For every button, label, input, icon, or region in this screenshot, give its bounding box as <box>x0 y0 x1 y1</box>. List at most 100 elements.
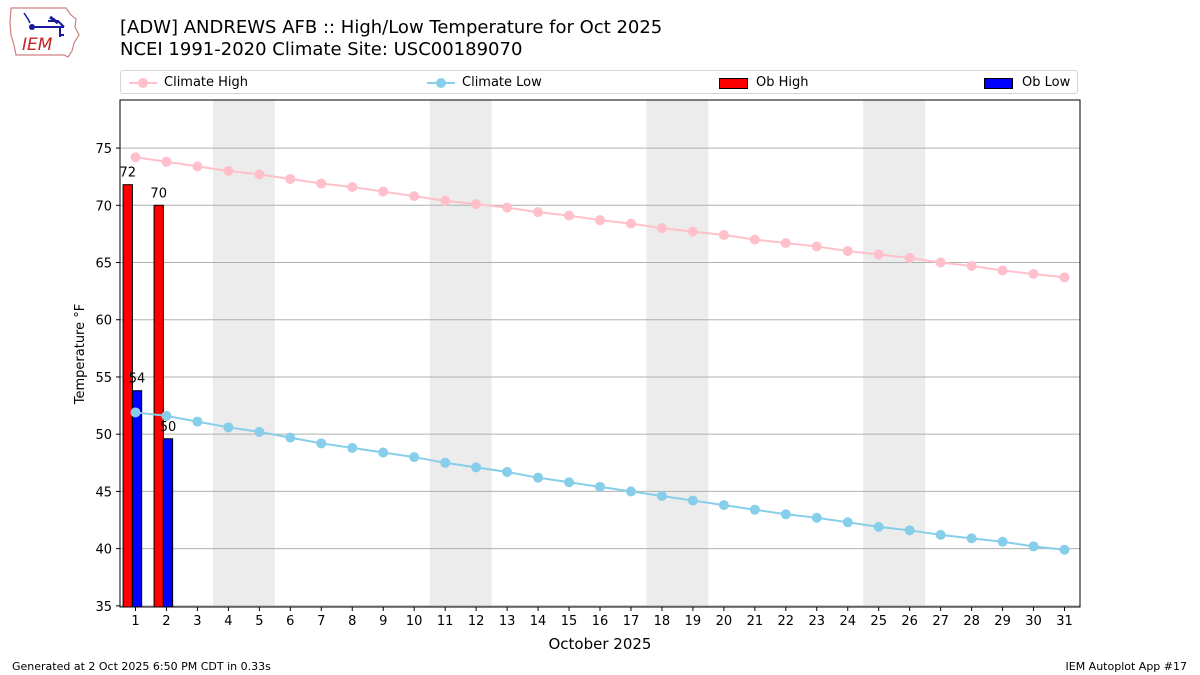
legend-label: Climate Low <box>462 75 542 90</box>
x-tick-label: 22 <box>778 614 795 629</box>
climate-low-point <box>1059 544 1070 555</box>
x-tick-label: 21 <box>747 614 764 629</box>
chart-title: [ADW] ANDREWS AFB :: High/Low Temperatur… <box>120 17 662 61</box>
climate-high-point <box>223 165 234 176</box>
x-tick-label: 8 <box>348 614 356 629</box>
climate-low-point <box>223 422 234 433</box>
app-credit: IEM Autoplot App #17 <box>1065 660 1188 673</box>
climate-high-point <box>130 152 141 163</box>
climate-high-point <box>409 191 420 202</box>
legend-label: Ob Low <box>1022 75 1071 90</box>
y-tick-label: 50 <box>95 428 112 443</box>
ob-low-label: 50 <box>160 420 177 435</box>
climate-high-point <box>1028 268 1039 279</box>
x-tick-label: 16 <box>592 614 609 629</box>
climate-low-point <box>347 442 358 453</box>
x-tick-label: 5 <box>255 614 263 629</box>
x-tick-label: 11 <box>437 614 454 629</box>
climate-high-point <box>935 257 946 268</box>
ob-low-patch-icon <box>984 78 1013 89</box>
weekend-shade <box>429 100 492 607</box>
climate-low-point <box>161 410 172 421</box>
y-tick-label: 55 <box>95 371 112 386</box>
x-axis-label: October 2025 <box>549 635 652 653</box>
climate-high-point <box>502 202 513 213</box>
climate-high-point <box>749 234 760 245</box>
x-tick-label: 25 <box>870 614 887 629</box>
y-tick-label: 65 <box>95 257 112 272</box>
x-tick-label: 3 <box>193 614 201 629</box>
climate-low-point <box>595 481 605 492</box>
legend-label: Ob High <box>756 75 809 90</box>
y-tick-label: 60 <box>95 314 112 329</box>
climate-high-point <box>842 246 853 257</box>
climate-low-point <box>130 407 141 418</box>
climate-low-point <box>687 495 698 506</box>
x-tick-label: 26 <box>901 614 918 629</box>
climate-low-point <box>192 416 203 427</box>
climate-high-point <box>904 252 915 263</box>
x-tick-label: 7 <box>317 614 325 629</box>
climate-high-point <box>378 186 389 197</box>
ob-low-label: 54 <box>129 372 146 387</box>
climate-low-point <box>409 452 420 463</box>
ob-low-bar <box>131 390 143 608</box>
climate-low-point <box>1028 541 1039 552</box>
climate-high-point <box>471 199 482 210</box>
x-tick-label: 17 <box>623 614 640 629</box>
y-tick-label: 35 <box>95 600 112 615</box>
climate-high-point <box>1059 272 1070 283</box>
climate-low-point <box>285 432 296 443</box>
ob-high-bar <box>153 204 164 608</box>
climate-low-point <box>625 486 636 497</box>
x-tick-label: 10 <box>406 614 423 629</box>
x-tick-label: 6 <box>286 614 294 629</box>
climate-high-point <box>316 178 327 189</box>
x-tick-label: 27 <box>932 614 949 629</box>
ob-low-bar <box>162 438 174 608</box>
climate-low-point <box>254 426 265 437</box>
legend: Climate High Climate Low Ob High Ob Low <box>120 70 1078 94</box>
y-tick-label: 40 <box>95 543 112 558</box>
legend-label: Climate High <box>164 75 249 90</box>
climate-high-point <box>625 218 636 229</box>
x-tick-label: 19 <box>685 614 702 629</box>
y-tick-label: 45 <box>95 485 112 500</box>
x-tick-label: 18 <box>654 614 671 629</box>
weekend-shade <box>212 100 275 607</box>
climate-high-point <box>192 161 203 172</box>
climate-high-point <box>780 238 791 249</box>
x-tick-label: 29 <box>994 614 1011 629</box>
climate-low-point <box>780 509 791 520</box>
iowa-map-icon: IEM <box>9 7 80 58</box>
x-tick-label: 31 <box>1056 614 1073 629</box>
climate-high-point <box>687 226 698 237</box>
iem-logo: IEM <box>8 5 82 59</box>
climate-low-point <box>997 536 1008 547</box>
climate-low-point <box>471 462 482 473</box>
ob-high-label: 70 <box>150 186 167 201</box>
generated-timestamp: Generated at 2 Oct 2025 6:50 PM CDT in 0… <box>12 660 271 673</box>
climate-low-point <box>811 512 822 523</box>
weekend-shade <box>863 100 926 607</box>
climate-low-point <box>904 525 915 536</box>
climate-low-point <box>533 472 544 483</box>
ob-high-patch-icon <box>719 78 748 89</box>
y-tick-label: 70 <box>95 199 112 214</box>
climate-low-point <box>656 490 667 501</box>
x-tick-label: 14 <box>530 614 547 629</box>
x-tick-label: 23 <box>809 614 826 629</box>
climate-low-point <box>378 447 389 458</box>
weekend-shade <box>646 100 709 607</box>
climate-low-marker-icon <box>436 78 446 88</box>
climate-high-marker-icon <box>138 78 148 88</box>
climate-high-point <box>718 230 729 241</box>
x-tick-label: 28 <box>963 614 980 629</box>
x-tick-label: 30 <box>1025 614 1042 629</box>
climate-low-point <box>966 533 977 544</box>
climate-low-point <box>440 457 451 468</box>
y-axis-label: Temperature °F <box>73 304 88 405</box>
climate-high-point <box>564 210 575 221</box>
title-line-1: [ADW] ANDREWS AFB :: High/Low Temperatur… <box>120 17 663 38</box>
